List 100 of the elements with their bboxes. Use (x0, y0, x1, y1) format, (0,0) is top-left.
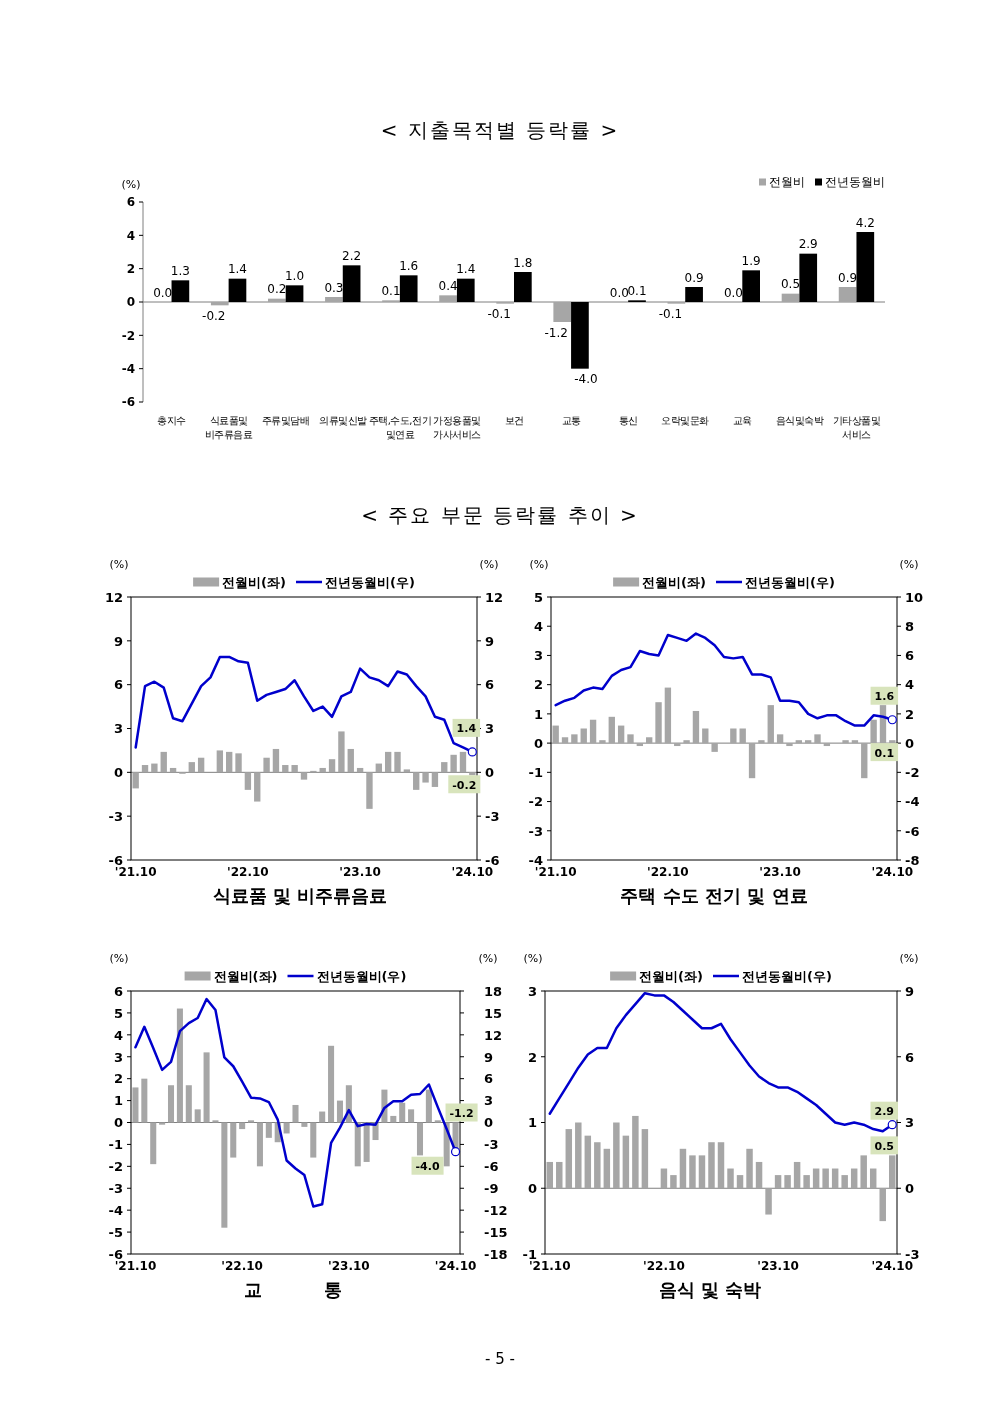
y2-tick-label: 8 (905, 619, 915, 635)
bar (781, 293, 800, 302)
bar (856, 232, 875, 302)
bar (565, 1129, 573, 1189)
data-label: 0.5 (874, 1139, 894, 1153)
y2-tick-label: 0 (485, 765, 495, 781)
bar (708, 1142, 715, 1189)
x-tick-label: '24.10 (871, 865, 914, 879)
data-label: 0.0 (609, 285, 629, 300)
y2-tick-label: 12 (485, 589, 504, 605)
y-tick-label: -1 (522, 1246, 537, 1262)
y-tick-label: -3 (108, 808, 123, 824)
y2-tick-label: 18 (484, 983, 503, 999)
bar (132, 1087, 139, 1123)
bar (328, 1045, 335, 1123)
bar (793, 1161, 801, 1189)
legend-label: 전월비(좌) (213, 968, 278, 984)
bar (664, 687, 672, 744)
y2-axis-title: (%) (899, 952, 919, 965)
bar (441, 762, 448, 773)
bar (822, 1168, 829, 1189)
bar (141, 765, 149, 773)
y-tick-label: 1 (113, 1093, 123, 1109)
data-label: 1.4 (456, 722, 477, 736)
legend-label: 전월비(좌) (222, 574, 286, 590)
bar (422, 772, 429, 783)
data-label: 0.0 (153, 285, 173, 300)
y-tick-label: 0 (527, 1181, 537, 1197)
y2-tick-label: -12 (484, 1202, 508, 1218)
bar (210, 302, 229, 306)
bar (176, 1008, 183, 1123)
legend-label: 전월비(좌) (639, 968, 703, 984)
x-tick-label: '23.10 (759, 865, 801, 879)
bar (603, 1148, 611, 1189)
x-tick-label: '24.10 (451, 865, 494, 879)
x-tick-label: 통신 (618, 415, 638, 426)
bar (851, 740, 859, 744)
y-tick-label: 4 (126, 228, 135, 243)
bar (363, 1122, 370, 1162)
y2-tick-label: -3 (905, 1246, 920, 1262)
y2-tick-label: 9 (905, 983, 915, 999)
bar (622, 1135, 630, 1189)
y-tick-label: 9 (113, 633, 123, 649)
y-tick-label: 2 (113, 1071, 123, 1087)
data-label: 1.0 (284, 268, 305, 283)
bar (450, 754, 457, 773)
bar (632, 1115, 639, 1189)
bar (265, 1122, 272, 1138)
y2-tick-label: -6 (484, 1159, 499, 1175)
bar (160, 751, 167, 773)
bar (736, 1175, 744, 1189)
text: < 주요 부문 등락률 추이 > (361, 503, 639, 527)
bar (390, 1115, 397, 1123)
bar (739, 728, 746, 744)
data-label: 2.9 (874, 1105, 894, 1119)
y-tick-label: 0 (113, 765, 123, 781)
bar (795, 740, 802, 744)
bar (786, 743, 793, 747)
bar (594, 1142, 601, 1189)
y-tick-label: 6 (113, 677, 123, 693)
y-tick-label: -6 (108, 1246, 123, 1262)
bar (803, 1175, 810, 1189)
bar (514, 272, 532, 302)
y-tick-label: -1 (108, 1137, 123, 1153)
legend-label: 전년동월비(우) (745, 574, 835, 590)
data-label: 1.6 (399, 258, 419, 273)
y-tick-label: 5 (533, 589, 543, 605)
bar (552, 725, 559, 744)
bar (679, 1148, 687, 1189)
bar (336, 1100, 343, 1123)
y-tick-label: 4 (113, 1027, 123, 1043)
x-tick-label: '22.10 (221, 1259, 263, 1273)
bar (814, 734, 821, 744)
bar (841, 1175, 848, 1189)
x-tick-label: '22.10 (643, 1259, 685, 1273)
bar (226, 751, 233, 773)
bar (230, 1122, 237, 1158)
y-tick-label: 0 (126, 295, 135, 310)
y2-tick-label: 3 (485, 721, 495, 737)
y-tick-label: 5 (113, 1005, 123, 1021)
data-label: 1.3 (170, 263, 190, 278)
y2-tick-label: 6 (905, 648, 915, 664)
y2-tick-label: 0 (905, 735, 915, 751)
bar (399, 1102, 406, 1123)
bar (589, 719, 597, 744)
y2-tick-label: -18 (484, 1246, 508, 1262)
x-tick-label: '23.10 (328, 1259, 370, 1273)
y2-tick-label: -6 (485, 852, 500, 868)
data-label: 0.5 (780, 277, 801, 292)
bar (272, 748, 280, 773)
bar (469, 772, 476, 776)
bar (742, 270, 760, 302)
bar (711, 743, 718, 752)
bar (584, 1135, 592, 1189)
y2-tick-label: 4 (905, 677, 915, 693)
y-tick-label: -2 (108, 1159, 123, 1175)
x-tick-label: 주류및담배 (261, 415, 310, 426)
y-tick-label: -5 (108, 1224, 123, 1240)
bar (727, 1168, 734, 1189)
x-tick-label: 교육 (732, 415, 753, 426)
